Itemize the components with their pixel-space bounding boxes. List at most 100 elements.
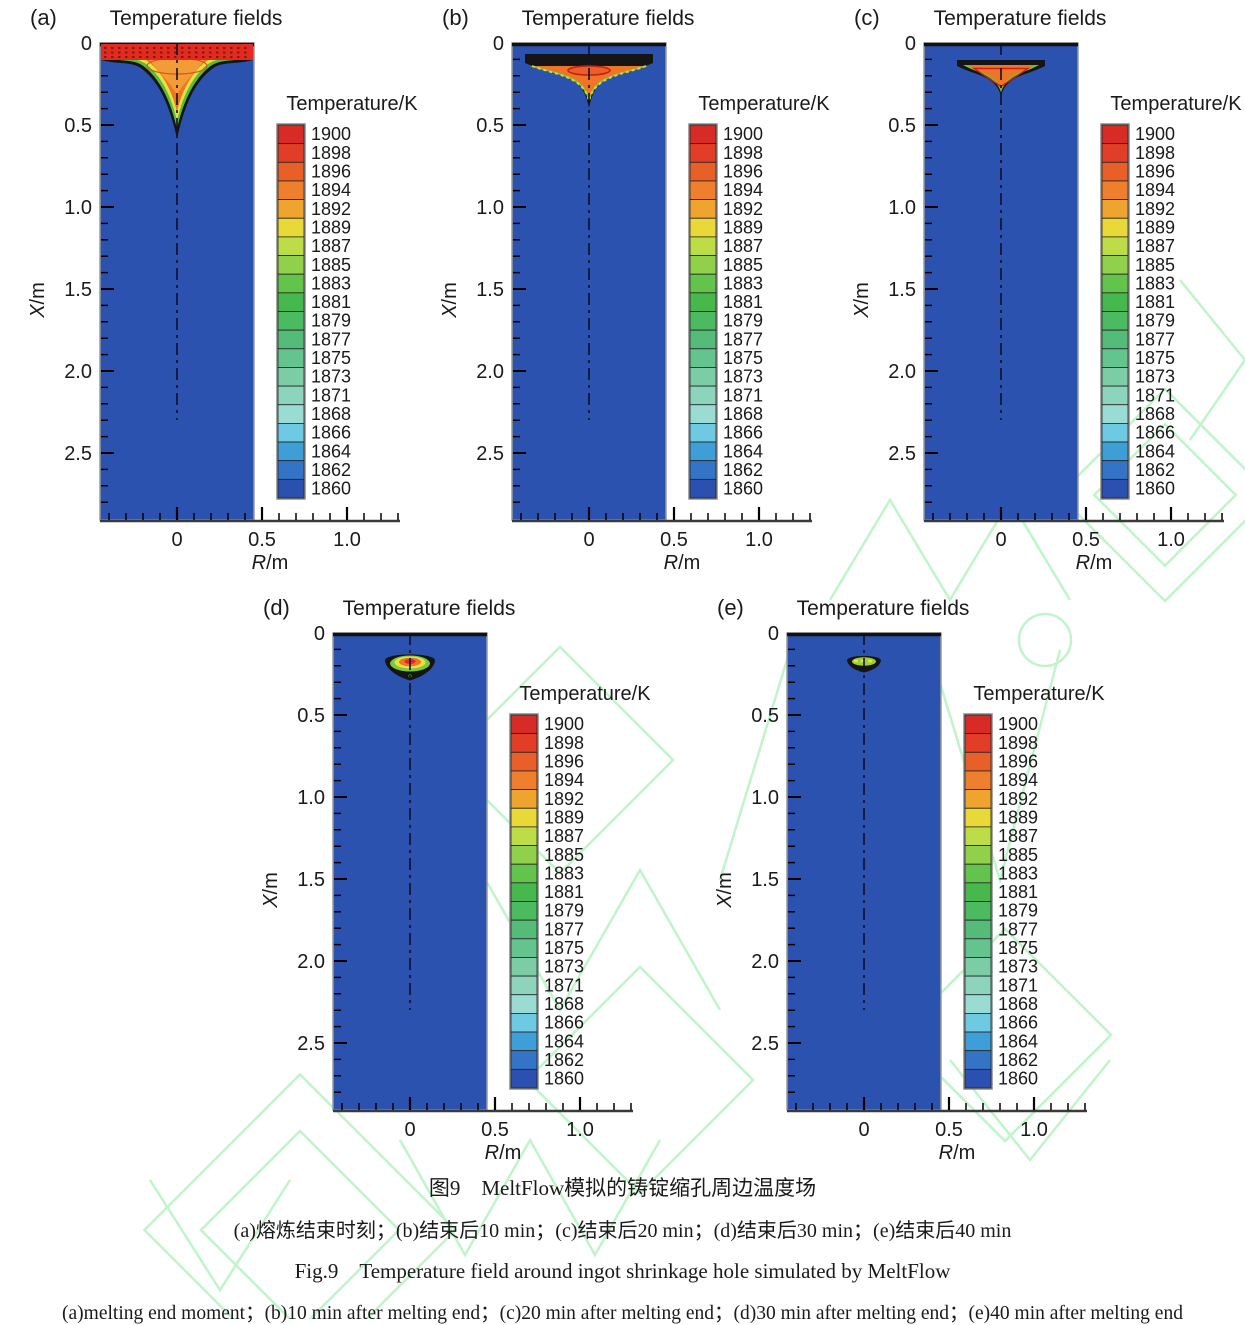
panel-b: (b) Temperature fields 00.51.01.52.02.5 … [439, 5, 830, 574]
colorbar-cell [964, 882, 992, 902]
colorbar-cell [510, 901, 538, 921]
colorbar-label: 1862 [311, 460, 351, 480]
colorbar-label: 1885 [311, 255, 351, 275]
colorbar-label: 1892 [723, 199, 763, 219]
colorbar-cell [1101, 124, 1129, 145]
colorbar-cell [1101, 385, 1129, 406]
colorbar-label: 1885 [998, 845, 1038, 865]
x-axis-labels: 0 0.5 1.0 [995, 529, 1184, 551]
caption-en-title: Fig.9 Temperature field around ingot shr… [294, 1259, 951, 1283]
colorbar-cell [1101, 292, 1129, 312]
y-tick-label: 0 [314, 623, 325, 645]
colorbar-cell [510, 807, 538, 828]
colorbar: 1900189818961894189218891887188518831881… [963, 713, 1038, 1090]
colorbar-label: 1898 [998, 733, 1038, 753]
colorbar-label: 1866 [311, 423, 351, 443]
colorbar-cell [1101, 329, 1129, 350]
colorbar-cell [1101, 199, 1129, 219]
colorbar-label: 1877 [1135, 329, 1175, 349]
colorbar-label: 1898 [1135, 143, 1175, 163]
colorbar-label: 1881 [544, 882, 584, 902]
y-tick-label: 0 [768, 623, 779, 645]
y-tick-label: 1.0 [64, 197, 92, 219]
x-axis-title: R/m [939, 1142, 976, 1164]
colorbar-cell [510, 863, 538, 884]
colorbar-cell [510, 751, 538, 772]
colorbar-cell [277, 422, 305, 443]
colorbar-cell [1101, 217, 1129, 238]
y-tick-label: 0.5 [751, 705, 779, 727]
colorbar-label: 1875 [723, 348, 763, 368]
colorbar-cell [510, 919, 538, 940]
colorbar-cell [1101, 422, 1129, 443]
panel-label: (e) [717, 595, 744, 620]
colorbar-cell [689, 180, 717, 200]
colorbar-label: 1873 [1135, 367, 1175, 387]
y-tick-label: 1.0 [751, 787, 779, 809]
colorbar-label: 1900 [544, 714, 584, 734]
x-tick-label: 1.0 [1157, 529, 1185, 551]
colorbar-title: Temperature/K [519, 683, 651, 705]
colorbar-title: Temperature/K [1110, 93, 1242, 115]
colorbar-label: 1889 [1135, 217, 1175, 237]
figure-captions: 图9 MeltFlow模拟的铸锭缩孔周边温度场 (a)熔炼结束时刻；(b)结束后… [0, 1172, 1245, 1325]
colorbar-label: 1885 [544, 845, 584, 865]
colorbar-cell [964, 1068, 992, 1089]
colorbar-cell [689, 161, 717, 182]
colorbar-label: 1877 [723, 329, 763, 349]
colorbar-label: 1887 [723, 236, 763, 256]
x-tick-label: 0 [404, 1119, 415, 1141]
panel-title: Temperature fields [934, 7, 1107, 30]
y-axis-title: X/m [714, 872, 736, 909]
colorbar-label: 1887 [311, 236, 351, 256]
x-tick-label: 0 [858, 1119, 869, 1141]
x-tick-label: 0.5 [660, 529, 688, 551]
colorbar-cell [277, 348, 305, 368]
colorbar: 1900189818961894189218891887188518831881… [276, 123, 351, 500]
colorbar-label: 1862 [1135, 460, 1175, 480]
colorbar-title: Temperature/K [698, 93, 830, 115]
colorbar-cell [277, 273, 305, 294]
colorbar-label: 1877 [311, 329, 351, 349]
y-tick-label: 0.5 [476, 115, 504, 137]
colorbar-cell [277, 217, 305, 238]
panel-d: (d) Temperature fields 00.51.01.52.02.5 … [260, 595, 651, 1164]
colorbar-cell [689, 199, 717, 219]
colorbar-label: 1868 [1135, 404, 1175, 424]
colorbar-cell [964, 919, 992, 940]
colorbar-label: 1864 [311, 441, 351, 461]
colorbar-cell [689, 385, 717, 406]
colorbar-cell [277, 161, 305, 182]
panel-label: (b) [442, 5, 469, 30]
colorbar-cell [510, 1050, 538, 1070]
x-tick-label: 0.5 [1072, 529, 1100, 551]
colorbar-label: 1889 [723, 217, 763, 237]
colorbar-cell [510, 714, 538, 735]
x-axis-labels: 0 0.5 1.0 [171, 529, 360, 551]
colorbar-label: 1894 [311, 180, 351, 200]
x-tick-label: 1.0 [333, 529, 361, 551]
colorbar-cell [1101, 143, 1129, 163]
x-axis-title: R/m [485, 1142, 522, 1164]
x-tick-label: 0 [583, 529, 594, 551]
colorbar-label: 1871 [1135, 385, 1175, 405]
colorbar-label: 1860 [723, 479, 763, 499]
y-tick-label: 1.5 [476, 279, 504, 301]
x-axis-labels: 0 0.5 1.0 [404, 1119, 593, 1141]
colorbar-cell [277, 199, 305, 219]
y-tick-label: 0 [81, 33, 92, 55]
colorbar-label: 1866 [723, 423, 763, 443]
caption-cn-sub: (a)熔炼结束时刻；(b)结束后10 min；(c)结束后20 min；(d)结… [233, 1220, 1012, 1242]
colorbar-label: 1881 [723, 292, 763, 312]
colorbar: 1900189818961894189218891887188518831881… [1100, 123, 1175, 500]
x-tick-label: 0.5 [481, 1119, 509, 1141]
y-tick-label: 0 [905, 33, 916, 55]
colorbar-label: 1887 [998, 826, 1038, 846]
colorbar-label: 1892 [1135, 199, 1175, 219]
colorbar-cell [689, 217, 717, 238]
colorbar-cell [689, 124, 717, 145]
colorbar-cell [510, 882, 538, 902]
colorbar-cell [277, 385, 305, 406]
colorbar-label: 1868 [311, 404, 351, 424]
colorbar-cell [277, 143, 305, 163]
